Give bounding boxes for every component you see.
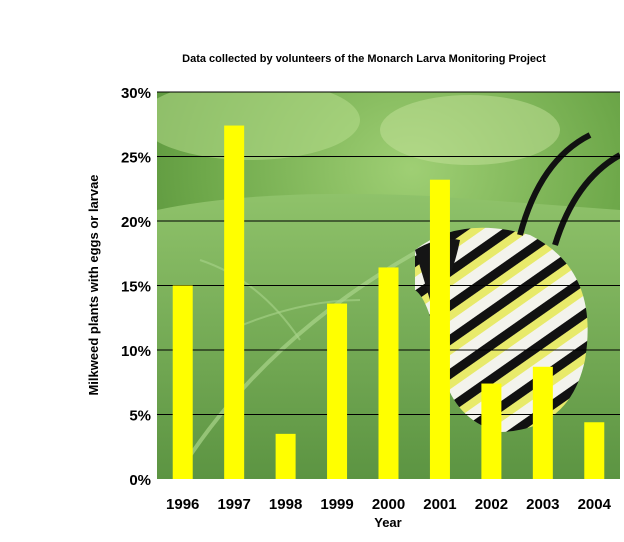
bar-2000 <box>378 267 399 479</box>
y-tick-label: 0% <box>129 472 151 489</box>
chart-title: Data collected by volunteers of the Mona… <box>182 53 546 65</box>
x-tick-label: 1997 <box>217 496 250 513</box>
x-tick-label: 2003 <box>526 496 559 513</box>
x-tick-label: 2002 <box>475 496 508 513</box>
y-tick-label: 5% <box>129 408 151 425</box>
bar-2001 <box>429 179 450 479</box>
y-tick-label: 15% <box>121 279 151 296</box>
bars <box>172 125 605 479</box>
x-axis-ticks: 1996 1997 1998 1999 2000 2001 2002 2003 2004 <box>166 496 612 513</box>
y-axis-ticks: 0% 5% 10% 15% 20% 25% 30% <box>121 85 151 489</box>
y-tick-label: 25% <box>121 150 151 167</box>
x-tick-label: 1999 <box>320 496 353 513</box>
x-tick-label: 2004 <box>578 496 612 513</box>
bar-1999 <box>327 303 348 479</box>
bar-2002 <box>481 383 502 479</box>
x-tick-label: 2001 <box>423 496 456 513</box>
bar-2003 <box>532 366 553 479</box>
bar-1997 <box>224 125 245 479</box>
y-tick-label: 10% <box>121 343 151 360</box>
bar-1998 <box>275 433 296 479</box>
x-tick-label: 2000 <box>372 496 405 513</box>
y-axis-label: Milkweed plants with eggs or larvae <box>86 174 101 395</box>
x-tick-label: 1998 <box>269 496 302 513</box>
bar-1996 <box>172 285 193 479</box>
y-tick-label: 30% <box>121 85 151 102</box>
y-tick-label: 20% <box>121 214 151 231</box>
x-tick-label: 1996 <box>166 496 199 513</box>
x-axis-label: Year <box>374 515 401 530</box>
bar-2004 <box>584 422 605 479</box>
